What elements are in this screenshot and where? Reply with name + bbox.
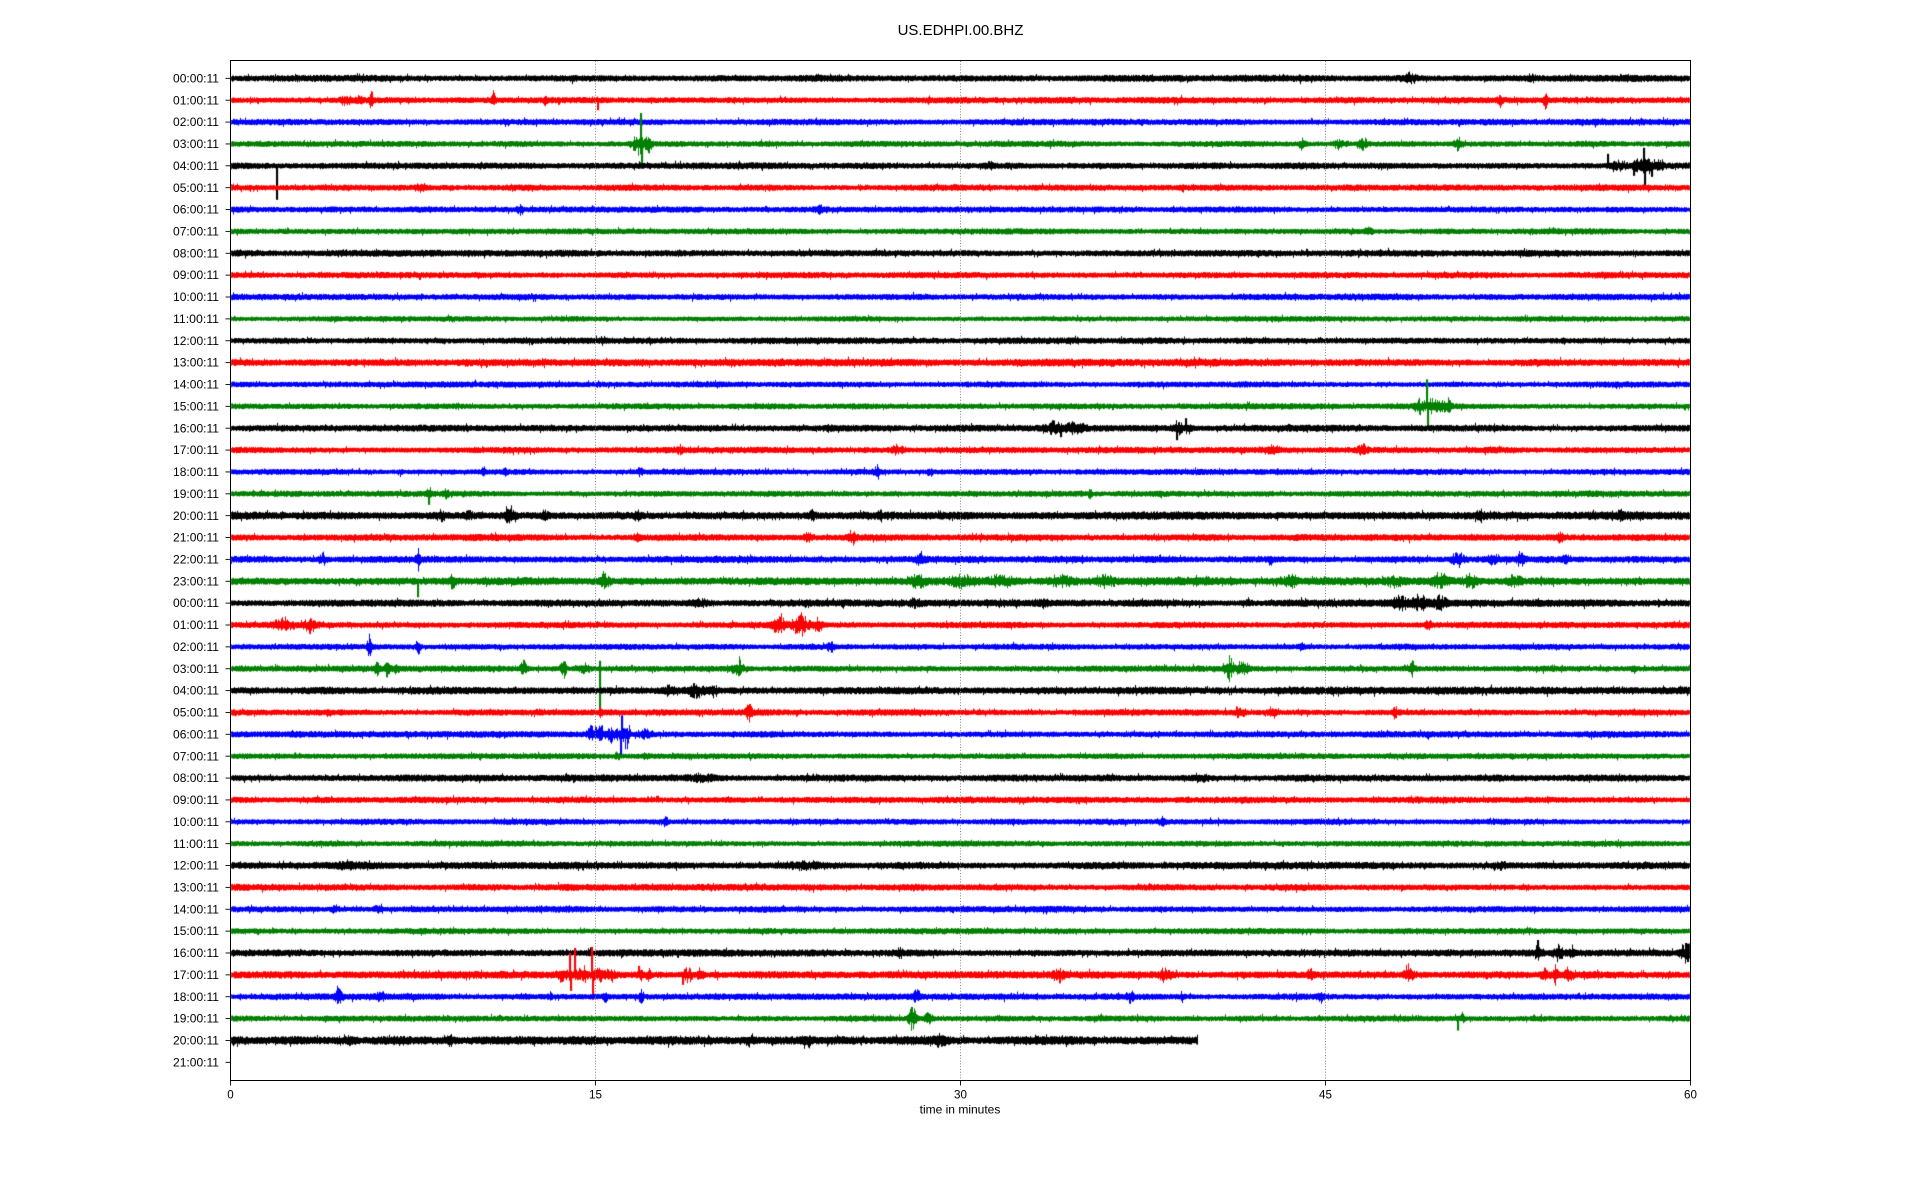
svg-text:18:00:11: 18:00:11 bbox=[173, 991, 219, 1004]
svg-text:23:00:11: 23:00:11 bbox=[173, 575, 219, 588]
svg-text:16:00:11: 16:00:11 bbox=[173, 947, 219, 960]
svg-text:09:00:11: 09:00:11 bbox=[173, 794, 219, 807]
svg-text:12:00:11: 12:00:11 bbox=[173, 335, 219, 348]
svg-text:15: 15 bbox=[589, 1089, 602, 1102]
svg-text:18:00:11: 18:00:11 bbox=[173, 466, 219, 479]
svg-text:04:00:11: 04:00:11 bbox=[173, 160, 219, 173]
svg-text:time in minutes: time in minutes bbox=[920, 1103, 1001, 1117]
svg-text:03:00:11: 03:00:11 bbox=[173, 663, 219, 676]
svg-text:17:00:11: 17:00:11 bbox=[173, 969, 219, 982]
svg-text:30: 30 bbox=[954, 1089, 967, 1102]
svg-text:US.EDHPI.00.BHZ: US.EDHPI.00.BHZ bbox=[898, 22, 1024, 39]
svg-text:07:00:11: 07:00:11 bbox=[173, 750, 219, 763]
svg-text:20:00:11: 20:00:11 bbox=[173, 1035, 219, 1048]
svg-text:01:00:11: 01:00:11 bbox=[173, 619, 219, 632]
svg-text:45: 45 bbox=[1319, 1089, 1332, 1102]
svg-text:06:00:11: 06:00:11 bbox=[173, 728, 219, 741]
svg-text:19:00:11: 19:00:11 bbox=[173, 1013, 219, 1026]
svg-text:10:00:11: 10:00:11 bbox=[173, 291, 219, 304]
svg-text:08:00:11: 08:00:11 bbox=[173, 247, 219, 260]
svg-text:21:00:11: 21:00:11 bbox=[173, 532, 219, 545]
svg-text:19:00:11: 19:00:11 bbox=[173, 488, 219, 501]
svg-text:00:00:11: 00:00:11 bbox=[173, 72, 219, 85]
svg-text:0: 0 bbox=[227, 1089, 233, 1102]
svg-text:02:00:11: 02:00:11 bbox=[173, 116, 219, 129]
svg-text:02:00:11: 02:00:11 bbox=[173, 641, 219, 654]
svg-text:14:00:11: 14:00:11 bbox=[173, 903, 219, 916]
svg-text:07:00:11: 07:00:11 bbox=[173, 226, 219, 239]
svg-text:01:00:11: 01:00:11 bbox=[173, 94, 219, 107]
svg-text:22:00:11: 22:00:11 bbox=[173, 554, 219, 567]
svg-text:03:00:11: 03:00:11 bbox=[173, 138, 219, 151]
svg-text:11:00:11: 11:00:11 bbox=[173, 838, 219, 851]
svg-text:11:00:11: 11:00:11 bbox=[173, 313, 219, 326]
svg-text:20:00:11: 20:00:11 bbox=[173, 510, 219, 523]
svg-text:00:00:11: 00:00:11 bbox=[173, 597, 219, 610]
svg-text:60: 60 bbox=[1684, 1089, 1697, 1102]
svg-text:12:00:11: 12:00:11 bbox=[173, 860, 219, 873]
svg-text:14:00:11: 14:00:11 bbox=[173, 379, 219, 392]
svg-text:05:00:11: 05:00:11 bbox=[173, 707, 219, 720]
svg-text:13:00:11: 13:00:11 bbox=[173, 881, 219, 894]
svg-text:04:00:11: 04:00:11 bbox=[173, 685, 219, 698]
svg-text:08:00:11: 08:00:11 bbox=[173, 772, 219, 785]
svg-text:06:00:11: 06:00:11 bbox=[173, 204, 219, 217]
svg-text:05:00:11: 05:00:11 bbox=[173, 182, 219, 195]
svg-text:10:00:11: 10:00:11 bbox=[173, 816, 219, 829]
svg-text:13:00:11: 13:00:11 bbox=[173, 357, 219, 370]
svg-text:09:00:11: 09:00:11 bbox=[173, 269, 219, 282]
svg-text:15:00:11: 15:00:11 bbox=[173, 400, 219, 413]
svg-text:21:00:11: 21:00:11 bbox=[173, 1056, 219, 1069]
svg-text:16:00:11: 16:00:11 bbox=[173, 422, 219, 435]
svg-text:17:00:11: 17:00:11 bbox=[173, 444, 219, 457]
svg-text:15:00:11: 15:00:11 bbox=[173, 925, 219, 938]
